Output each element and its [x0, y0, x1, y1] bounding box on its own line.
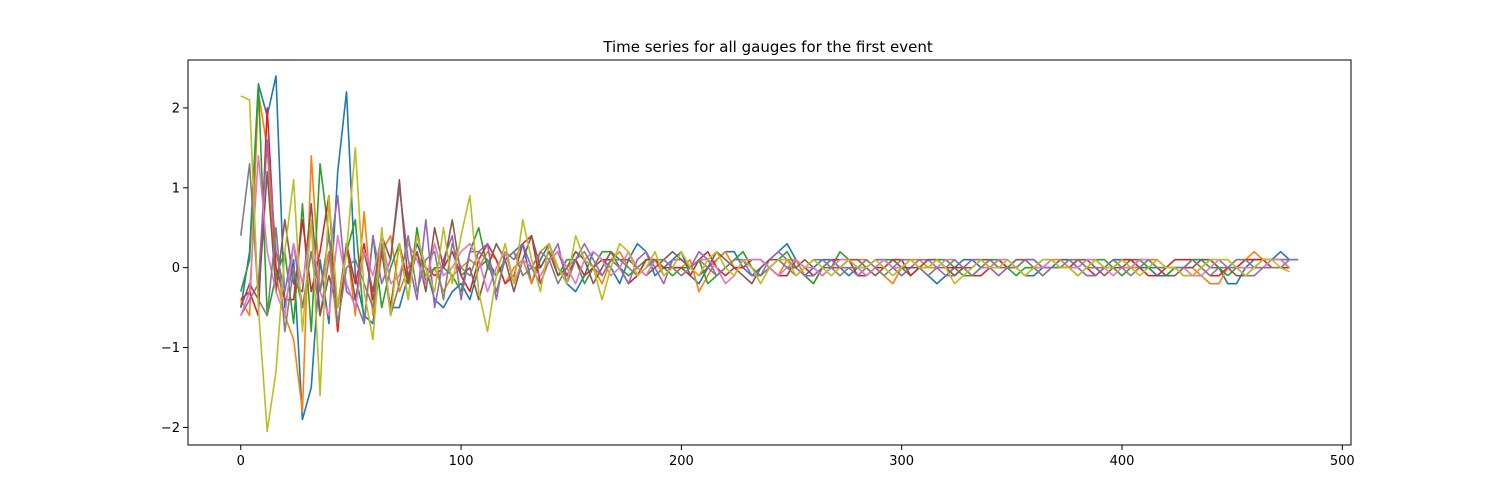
y-tick-label: −1	[161, 341, 180, 356]
x-axis: 0 100 200 300 400 500	[237, 445, 1355, 469]
x-tick-label: 300	[889, 454, 914, 469]
series-layer	[239, 75, 1299, 433]
axes-frame	[187, 59, 1352, 446]
y-tick-label: −2	[161, 421, 180, 436]
x-tick-label: 200	[669, 454, 694, 469]
series-line-7	[240, 155, 1290, 317]
y-tick-label: 0	[172, 261, 180, 276]
series-line-9	[240, 95, 1290, 433]
x-tick-label: 0	[237, 454, 245, 469]
y-axis: −2 −1 0 1 2	[161, 101, 188, 436]
chart-title: Time series for all gauges for the first…	[602, 38, 933, 56]
x-tick-label: 100	[449, 454, 474, 469]
x-tick-label: 400	[1110, 454, 1135, 469]
y-tick-label: 1	[172, 181, 180, 196]
series-line-8	[239, 163, 1290, 333]
x-tick-label: 500	[1330, 454, 1355, 469]
plot-area	[187, 59, 1352, 446]
y-tick-label: 2	[172, 101, 180, 116]
